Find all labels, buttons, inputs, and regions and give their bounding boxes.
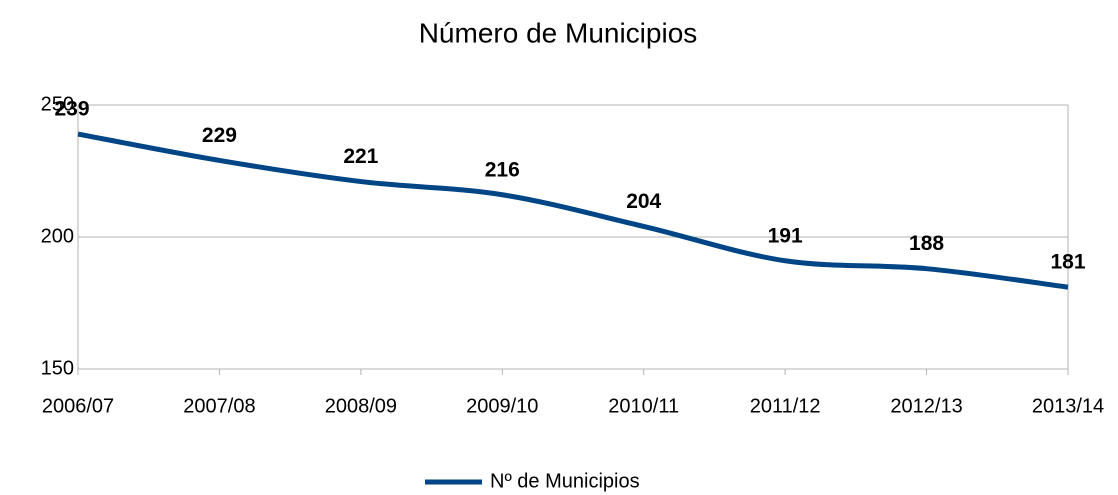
x-tick-label: 2007/08	[183, 395, 255, 417]
x-tick-label: 2008/09	[325, 395, 397, 417]
data-label: 191	[768, 224, 803, 247]
data-label: 188	[909, 232, 944, 255]
legend-label: Nº de Municipios	[490, 470, 640, 492]
x-tick-label: 2011/12	[750, 395, 821, 417]
chart-title: Número de Municipios	[419, 17, 698, 48]
data-label: 181	[1050, 251, 1085, 274]
y-tick-label: 150	[41, 357, 74, 379]
data-label: 204	[626, 190, 661, 213]
data-label: 239	[54, 98, 89, 121]
data-label: 229	[202, 124, 237, 147]
data-label: 216	[485, 158, 520, 181]
x-tick-label: 2010/11	[608, 395, 679, 417]
x-tick-label: 2013/14	[1032, 395, 1104, 417]
y-tick-label: 200	[41, 225, 74, 247]
data-label: 221	[343, 145, 378, 168]
x-tick-label: 2006/07	[42, 395, 114, 417]
y-tick-label: 250	[41, 93, 74, 115]
data-line	[77, 131, 1069, 290]
x-tick-label: 2009/10	[466, 395, 538, 417]
x-tick-label: 2012/13	[890, 395, 962, 417]
